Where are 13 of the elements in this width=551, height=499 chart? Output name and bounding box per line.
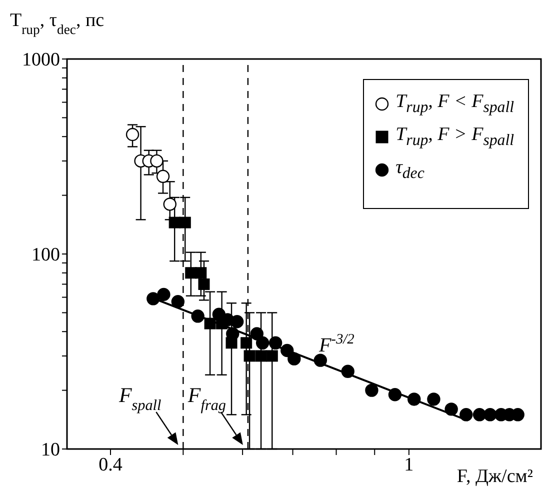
x-tick-label: 1: [404, 454, 414, 476]
y-tick-label: 10: [41, 440, 60, 461]
ref-line-label: F$_{spall}$: [118, 383, 162, 414]
legend-label: T$_{rup}$, F < F$_{spall}$: [396, 90, 514, 118]
legend-label: T$_{rup}$, F > F$_{spall}$: [396, 122, 514, 151]
y-tick-label: 100: [32, 244, 60, 266]
y-tick-label: 1000: [22, 50, 60, 71]
y-axis-title: T$_{rup}$, τ$_{dec}$, пс: [10, 10, 104, 36]
legend-label: τ$_{dec}$: [396, 156, 424, 184]
x-axis-title: F, Дж/см²: [456, 466, 534, 487]
x-tick-label: 0.4: [98, 454, 123, 476]
series-label: F$^{-3/2}$: [318, 331, 354, 356]
ref-line-label: F$_{frag}$: [186, 383, 226, 414]
